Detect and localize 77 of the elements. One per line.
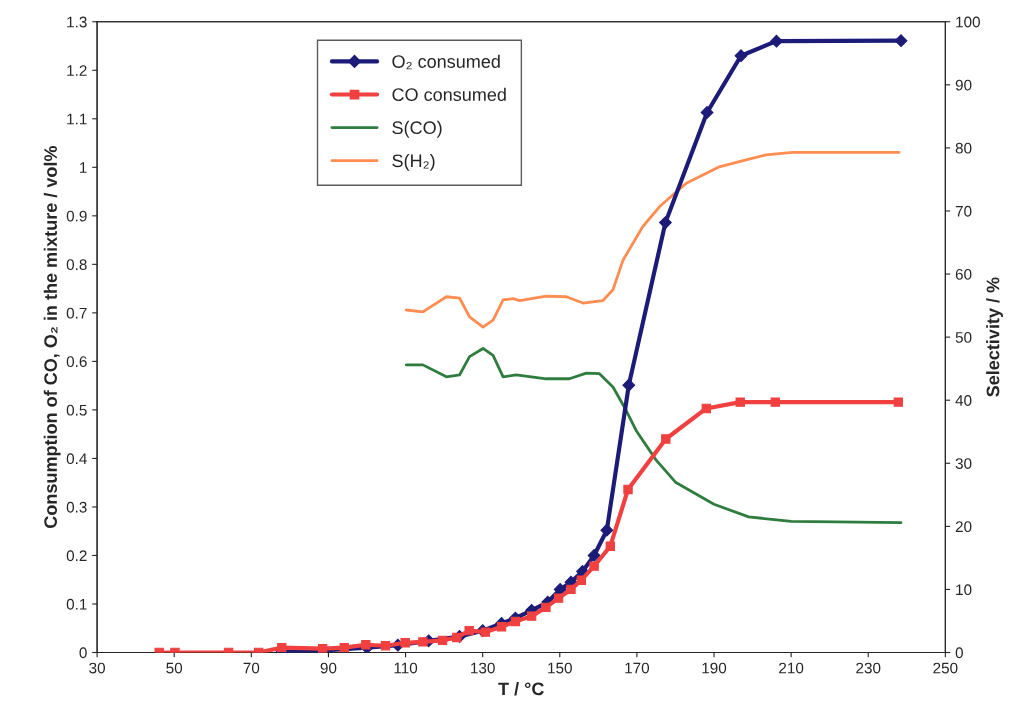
x-tick-label: 210 xyxy=(779,662,804,674)
point xyxy=(770,397,780,407)
point xyxy=(541,602,551,613)
point xyxy=(566,584,576,595)
y2-tick-label: 80 xyxy=(955,142,972,154)
point xyxy=(623,484,633,495)
y-axis-title: Consumption of CO, O₂ in the mixture / vol% xyxy=(43,146,61,528)
legend-label: S(H₂) xyxy=(392,153,435,171)
point xyxy=(380,641,391,651)
point xyxy=(587,549,601,562)
y-tick-label: 1.2 xyxy=(67,65,87,76)
x-tick-label: 30 xyxy=(89,662,105,674)
point xyxy=(605,541,615,551)
y2-axis-title: Selectivity / % xyxy=(986,277,1003,397)
y-tick-label: 0.8 xyxy=(66,259,87,271)
point xyxy=(622,378,636,392)
point xyxy=(700,106,714,119)
y2-tick-label: 50 xyxy=(955,331,972,343)
legend-label: CO consumed xyxy=(392,87,506,102)
x-tick-label: 130 xyxy=(471,662,495,674)
point xyxy=(735,397,745,407)
point xyxy=(701,403,711,414)
x-tick-label: 110 xyxy=(394,662,418,674)
point xyxy=(893,397,903,407)
point xyxy=(418,637,428,647)
y2-tick-label: 100 xyxy=(956,16,980,28)
x-tick-label: 230 xyxy=(856,662,881,674)
point xyxy=(661,434,671,444)
y-tick-label: 0.1 xyxy=(66,598,87,610)
y-tick-label: 0.4 xyxy=(66,453,87,465)
y-tick-label: 0.7 xyxy=(66,307,87,319)
point xyxy=(894,34,908,48)
y2-tick-label: 70 xyxy=(955,205,972,217)
x-tick-label: 190 xyxy=(702,662,727,674)
y2-tick-label: 90 xyxy=(955,79,972,91)
point xyxy=(339,642,349,653)
y2-tick-label: 20 xyxy=(955,521,972,533)
point xyxy=(553,593,564,603)
point xyxy=(464,625,474,636)
y2-tick-label: 30 xyxy=(955,458,972,469)
point xyxy=(510,616,521,627)
point xyxy=(553,583,567,596)
point xyxy=(770,34,783,48)
y2-tick-label: 60 xyxy=(955,268,972,280)
point xyxy=(526,611,537,621)
y2-tick-label: 40 xyxy=(955,395,972,406)
point xyxy=(600,523,614,537)
point xyxy=(437,635,448,646)
y2-tick-label: 0 xyxy=(955,647,963,659)
point xyxy=(734,49,748,63)
x-tick-label: 170 xyxy=(625,662,650,674)
x-tick-label: 90 xyxy=(320,662,337,674)
point xyxy=(589,561,599,571)
y-tick-label: 0.6 xyxy=(66,356,87,368)
y-tick-label: 1.1 xyxy=(67,113,87,125)
y-tick-label: 0.5 xyxy=(66,404,87,416)
point xyxy=(480,627,491,637)
y-tick-label: 0.3 xyxy=(66,501,87,513)
x-tick-label: 250 xyxy=(933,662,958,674)
x-tick-label: 50 xyxy=(166,662,183,674)
x-tick-label: 150 xyxy=(548,662,572,674)
point xyxy=(659,216,672,230)
line-series xyxy=(404,347,903,524)
x-tick-label: 70 xyxy=(243,662,260,674)
y-tick-label: 0.2 xyxy=(66,550,87,562)
legend-label: S(CO) xyxy=(392,120,442,138)
x-axis-title: T / °C xyxy=(498,682,544,696)
y2-tick-label: 10 xyxy=(956,584,972,596)
legend-label: O₂ consumed xyxy=(392,54,500,70)
point xyxy=(496,622,507,632)
y-tick-label: 1 xyxy=(80,162,87,173)
point xyxy=(576,575,587,585)
point xyxy=(400,638,410,648)
point xyxy=(452,632,462,643)
y-tick-label: 0.9 xyxy=(66,210,87,222)
y-tick-label: 1.3 xyxy=(67,16,87,28)
y-tick-label: 0 xyxy=(79,647,87,659)
